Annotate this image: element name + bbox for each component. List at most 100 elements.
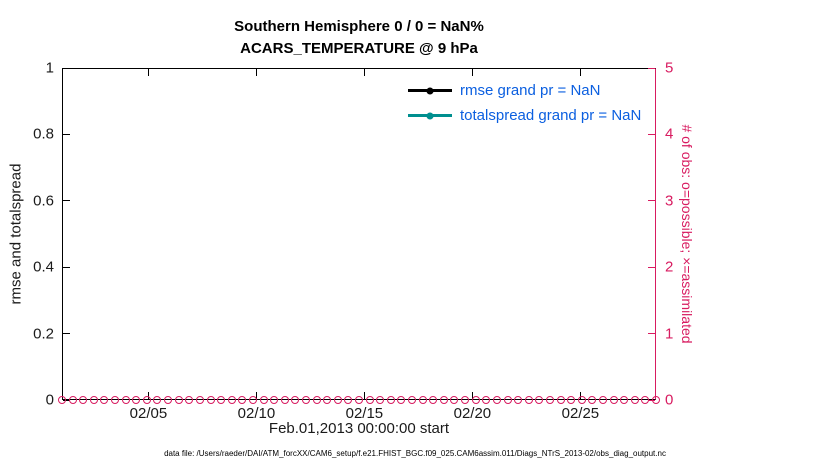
ytick-left-label: 0.8 [33,125,54,143]
legend-marker-dot [426,87,434,94]
legend: rmse grand pr = NaN totalspread grand pr … [408,78,641,128]
obs-possible-marker [153,396,162,404]
xtick-label: 02/20 [453,405,492,422]
obs-possible-marker [217,396,226,404]
obs-possible-marker [397,396,406,404]
ytick-left-mark [63,200,70,202]
obs-possible-marker [386,396,395,404]
obs-possible-marker [142,396,151,404]
y-axis-label-left: rmse and totalspread [7,163,25,305]
xtick-mark-bottom [579,392,581,399]
obs-possible-marker [609,396,618,404]
ytick-left-label: 0.6 [33,192,54,210]
obs-possible-marker [333,396,342,404]
data-file-caption: data file: /Users/raeder/DAI/ATM_forcXX/… [164,449,666,458]
obs-possible-marker [174,396,183,404]
obs-possible-marker [185,396,194,404]
xtick-mark-top [255,69,257,76]
obs-possible-marker [291,396,300,404]
obs-possible-marker [524,396,533,404]
legend-marker-dot [426,112,434,119]
obs-possible-marker [164,396,173,404]
xtick-mark-top [147,69,149,76]
obs-possible-marker [89,396,98,404]
ytick-right-mark [648,200,655,202]
obs-possible-marker [323,396,332,404]
obs-possible-marker [227,396,236,404]
obs-possible-marker [461,396,470,404]
obs-possible-marker [270,396,279,404]
chart-title: Southern Hemisphere 0 / 0 = NaN% [234,18,484,35]
obs-possible-marker [408,396,417,404]
chart-title-block: Southern Hemisphere 0 / 0 = NaN% ACARS_T… [62,16,656,60]
x-axis-label: Feb.01,2013 00:00:00 start [268,420,450,437]
ytick-right-mark [648,266,655,268]
xtick-label: 02/05 [129,405,168,422]
ytick-left-mark [63,67,70,69]
legend-line-sample [408,112,452,119]
xtick-mark-top [471,69,473,76]
ytick-right-label: 5 [665,59,674,77]
legend-line-sample [408,87,452,94]
ytick-right-mark [648,399,655,401]
obs-possible-marker [100,396,109,404]
ytick-left-mark [63,399,70,401]
obs-possible-marker [344,396,353,404]
chart-subtitle: ACARS_TEMPERATURE @ 9 hPa [240,40,478,57]
y-axis-label-right: # of obs: o=possible; ×=assimilated [679,124,695,344]
ytick-right-label: 2 [665,258,674,276]
xtick-label: 02/15 [345,405,384,422]
ytick-right-label: 1 [665,325,674,343]
obs-possible-marker [503,396,512,404]
xtick-mark-bottom [255,392,257,399]
obs-possible-marker [577,396,586,404]
obs-possible-marker [429,396,438,404]
legend-label: rmse grand pr = NaN [460,82,601,99]
obs-possible-marker [259,396,268,404]
obs-possible-marker [630,396,639,404]
obs-possible-marker [450,396,459,404]
obs-possible-marker [439,396,448,404]
obs-possible-marker [545,396,554,404]
obs-possible-marker [301,396,310,404]
ytick-left-label: 0.2 [33,325,54,343]
ytick-right-label: 4 [665,125,674,143]
legend-row: rmse grand pr = NaN [408,78,641,103]
plot-area [62,68,656,400]
obs-possible-marker [280,396,289,404]
ytick-left-mark [63,333,70,335]
obs-possible-marker [588,396,597,404]
legend-label: totalspread grand pr = NaN [460,107,642,124]
obs-possible-marker [376,396,385,404]
ytick-right-mark [648,67,655,69]
obs-possible-marker [312,396,321,404]
xtick-mark-top [363,69,365,76]
ytick-right-mark [648,133,655,135]
obs-possible-marker [482,396,491,404]
xtick-label: 02/25 [561,405,600,422]
obs-possible-marker [620,396,629,404]
xtick-label: 02/10 [237,405,276,422]
ytick-left-mark [63,133,70,135]
obs-possible-marker [471,396,480,404]
obs-possible-marker [68,396,77,404]
obs-possible-marker [132,396,141,404]
obs-possible-marker [556,396,565,404]
obs-possible-marker [567,396,576,404]
obs-possible-marker [206,396,215,404]
obs-possible-marker [535,396,544,404]
obs-possible-marker [58,396,66,404]
ytick-right-label: 3 [665,192,674,210]
legend-row: totalspread grand pr = NaN [408,103,641,128]
xtick-mark-top [579,69,581,76]
ytick-left-label: 0.4 [33,258,54,276]
obs-possible-marker [514,396,523,404]
obs-possible-marker [121,396,130,404]
obs-possible-marker [418,396,427,404]
obs-possible-marker [365,396,374,404]
ytick-left-mark [63,266,70,268]
obs-possible-marker [111,396,120,404]
ytick-right-label: 0 [665,391,674,409]
obs-possible-marker [641,396,650,404]
